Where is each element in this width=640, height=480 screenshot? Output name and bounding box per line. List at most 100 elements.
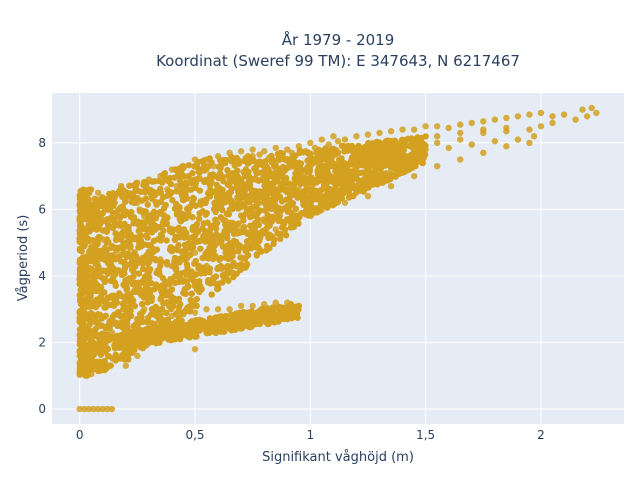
data-point: [503, 143, 510, 150]
data-point: [99, 339, 106, 346]
data-point: [139, 277, 147, 285]
data-point: [135, 342, 143, 349]
data-point: [457, 156, 464, 163]
data-point: [94, 235, 101, 243]
data-point: [572, 116, 579, 123]
data-point: [151, 320, 158, 328]
data-point: [348, 142, 356, 150]
data-point: [491, 116, 499, 123]
data-point: [179, 190, 187, 197]
x-tick-label: 0,5: [185, 428, 204, 442]
data-point: [244, 244, 251, 252]
data-point: [203, 262, 210, 270]
data-point: [503, 124, 510, 132]
data-point: [108, 405, 116, 413]
data-point: [309, 160, 316, 167]
chart-title-line1: År 1979 - 2019: [282, 30, 395, 49]
data-point: [324, 157, 331, 164]
data-point: [342, 160, 349, 168]
data-point: [138, 290, 145, 297]
data-point: [226, 306, 233, 313]
data-point: [175, 278, 182, 286]
data-point: [134, 179, 141, 187]
data-point: [217, 254, 225, 262]
y-axis-ticks: 0 2 4 6 8: [38, 136, 46, 416]
data-point: [167, 180, 175, 188]
data-point: [480, 118, 487, 125]
data-point: [341, 136, 349, 143]
data-point: [175, 224, 182, 232]
data-point: [160, 227, 167, 234]
data-point: [168, 329, 176, 336]
data-point: [144, 299, 151, 306]
data-point: [112, 236, 120, 244]
data-point: [270, 240, 277, 248]
data-point: [301, 178, 309, 186]
data-point: [219, 159, 226, 167]
data-point: [415, 149, 423, 156]
data-point: [81, 209, 88, 216]
data-point: [588, 104, 595, 112]
data-point: [102, 331, 109, 339]
data-point: [191, 322, 199, 330]
data-point: [226, 249, 233, 256]
data-point: [247, 222, 254, 230]
data-point: [116, 214, 124, 222]
data-point: [77, 229, 85, 236]
data-point: [128, 312, 135, 320]
data-point: [143, 232, 150, 239]
data-point: [391, 153, 398, 161]
data-point: [98, 215, 105, 223]
data-point: [139, 265, 147, 273]
data-point: [219, 272, 226, 279]
data-point: [433, 123, 441, 130]
data-point: [264, 320, 272, 328]
data-point: [157, 262, 164, 270]
data-point: [88, 370, 95, 378]
data-point: [260, 301, 268, 308]
data-point: [232, 320, 239, 327]
data-point: [346, 191, 353, 198]
data-point: [147, 211, 155, 219]
data-point: [111, 311, 118, 318]
data-point: [230, 202, 237, 210]
data-point: [180, 172, 187, 180]
data-point: [272, 192, 279, 200]
data-point: [392, 173, 399, 180]
data-point: [526, 139, 533, 147]
data-point: [182, 232, 190, 240]
data-point: [318, 153, 326, 160]
data-point: [271, 157, 278, 164]
data-point: [116, 290, 123, 297]
data-point: [237, 194, 244, 202]
data-point: [104, 226, 111, 233]
data-point: [94, 256, 102, 263]
data-point: [560, 111, 568, 118]
data-point: [491, 138, 499, 145]
data-point: [203, 156, 210, 163]
data-point: [197, 245, 204, 252]
data-point: [170, 226, 177, 233]
data-point: [164, 325, 171, 333]
x-tick-label: 0: [76, 428, 84, 442]
data-point: [96, 311, 104, 318]
data-point: [76, 359, 83, 366]
data-point: [148, 294, 156, 301]
data-point: [246, 178, 254, 185]
data-point: [503, 114, 510, 122]
data-point: [85, 405, 93, 413]
data-point: [341, 146, 349, 153]
data-point: [90, 279, 97, 286]
data-point: [90, 242, 97, 250]
data-point: [173, 271, 180, 278]
data-point: [245, 173, 253, 180]
data-point: [291, 179, 298, 187]
data-point: [173, 187, 180, 195]
data-point: [180, 252, 187, 260]
data-point: [78, 317, 85, 324]
data-point: [85, 332, 93, 340]
data-point: [292, 170, 299, 177]
data-point: [549, 119, 556, 127]
data-point: [89, 318, 97, 325]
data-point: [136, 310, 144, 318]
